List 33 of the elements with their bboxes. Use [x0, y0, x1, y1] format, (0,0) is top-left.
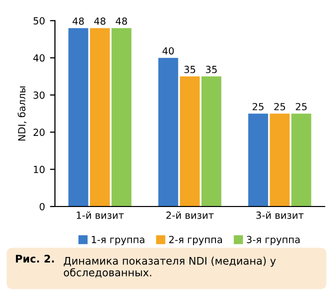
bar [270, 114, 290, 206]
data-label: 25 [296, 102, 307, 110]
bar [201, 76, 222, 206]
text: Рис. 2. [16, 254, 54, 263]
data-label: 25 [274, 102, 286, 110]
text: Динамика показателя NDI (медиана) у обследованных. [64, 256, 276, 278]
data-label: 25 [252, 102, 264, 110]
bar [158, 58, 178, 206]
data-label: 40 [162, 47, 174, 55]
bar [291, 114, 312, 206]
y-tick-label: 0 [40, 202, 45, 210]
bar [180, 76, 200, 206]
y-tick-label: 20 [34, 128, 45, 136]
legend-label: 3-я группа [246, 236, 300, 246]
y-tick-label: 10 [34, 166, 45, 174]
data-label: 35 [206, 66, 217, 74]
y-tick-label: 30 [34, 91, 45, 99]
x-tick-label: 3-й визит [256, 211, 304, 219]
bar [90, 28, 110, 206]
bar [112, 28, 132, 206]
bar [68, 28, 88, 206]
legend-label: 1-я группа [92, 236, 144, 246]
y-tick-label: 50 [34, 17, 45, 24]
data-label: 35 [184, 66, 196, 74]
data-label: 48 [94, 17, 106, 25]
x-tick-label: 2-й визит [166, 211, 214, 219]
x-tick-label: 1-й визит [76, 211, 124, 219]
y-tick-label: 40 [33, 54, 45, 62]
legend-label: 2-я группа [169, 236, 222, 246]
bar [248, 114, 268, 206]
y-axis-title: NDI, баллы [18, 86, 26, 141]
data-label: 48 [72, 17, 84, 25]
data-label: 48 [116, 17, 127, 25]
